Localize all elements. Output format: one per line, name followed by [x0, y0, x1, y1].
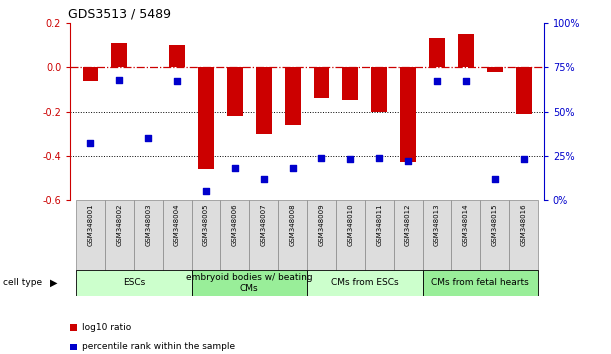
Bar — [285, 67, 301, 125]
Bar — [198, 67, 214, 169]
Bar — [256, 67, 272, 133]
Bar — [191, 200, 221, 271]
Bar — [509, 200, 538, 271]
Point — [114, 77, 124, 82]
Text: cell type: cell type — [3, 278, 42, 287]
Point — [316, 155, 326, 160]
Bar — [371, 67, 387, 112]
Point — [259, 176, 269, 182]
Point — [519, 156, 529, 162]
Bar — [111, 43, 127, 67]
Text: GSM348004: GSM348004 — [174, 204, 180, 246]
Text: ESCs: ESCs — [123, 278, 145, 287]
Text: GSM348002: GSM348002 — [116, 204, 122, 246]
Point — [201, 188, 211, 194]
Text: GSM348008: GSM348008 — [290, 204, 296, 246]
Bar — [313, 67, 329, 98]
Bar — [227, 67, 243, 116]
Bar — [365, 200, 393, 271]
Point — [403, 158, 413, 164]
Bar — [452, 200, 480, 271]
Bar — [249, 200, 278, 271]
Bar — [458, 34, 474, 67]
Bar — [423, 270, 538, 296]
Point — [432, 79, 442, 84]
Text: log10 ratio: log10 ratio — [82, 323, 131, 332]
Point — [230, 165, 240, 171]
Text: ▶: ▶ — [50, 278, 57, 288]
Text: GSM348007: GSM348007 — [261, 204, 267, 246]
Text: CMs from fetal hearts: CMs from fetal hearts — [431, 278, 529, 287]
Bar — [516, 67, 532, 114]
Bar — [278, 200, 307, 271]
Bar — [336, 200, 365, 271]
Bar — [163, 200, 191, 271]
Text: GSM348014: GSM348014 — [463, 204, 469, 246]
Text: GSM348013: GSM348013 — [434, 204, 440, 246]
Bar — [82, 67, 98, 80]
Point — [172, 79, 182, 84]
Bar — [105, 200, 134, 271]
Bar — [134, 200, 163, 271]
Bar — [400, 67, 416, 162]
Text: GSM348010: GSM348010 — [347, 204, 353, 246]
Bar — [393, 200, 423, 271]
Text: GSM348001: GSM348001 — [87, 204, 93, 246]
Text: GDS3513 / 5489: GDS3513 / 5489 — [68, 7, 171, 21]
Bar — [342, 67, 358, 101]
Text: GSM348011: GSM348011 — [376, 204, 382, 246]
Text: GSM348016: GSM348016 — [521, 204, 527, 246]
Bar — [307, 270, 423, 296]
Point — [144, 135, 153, 141]
Text: embryoid bodies w/ beating
CMs: embryoid bodies w/ beating CMs — [186, 273, 313, 292]
Text: GSM348005: GSM348005 — [203, 204, 209, 246]
Bar — [307, 200, 336, 271]
Text: GSM348003: GSM348003 — [145, 204, 152, 246]
Bar — [487, 67, 503, 72]
Bar — [429, 39, 445, 67]
Bar — [76, 200, 105, 271]
Bar — [480, 200, 509, 271]
Bar — [191, 270, 307, 296]
Text: CMs from ESCs: CMs from ESCs — [331, 278, 398, 287]
Point — [375, 155, 384, 160]
Text: GSM348009: GSM348009 — [318, 204, 324, 246]
Point — [490, 176, 500, 182]
Point — [288, 165, 298, 171]
Text: GSM348006: GSM348006 — [232, 204, 238, 246]
Point — [461, 79, 470, 84]
Point — [345, 156, 355, 162]
Bar — [423, 200, 452, 271]
Text: GSM348012: GSM348012 — [405, 204, 411, 246]
Text: GSM348015: GSM348015 — [492, 204, 498, 246]
Point — [86, 141, 95, 146]
Text: percentile rank within the sample: percentile rank within the sample — [82, 342, 235, 352]
Bar — [221, 200, 249, 271]
Bar — [169, 45, 185, 67]
Bar — [76, 270, 191, 296]
